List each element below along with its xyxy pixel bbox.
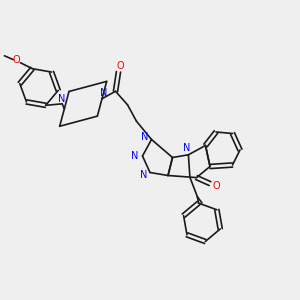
Text: N: N bbox=[100, 88, 107, 98]
Text: N: N bbox=[58, 94, 66, 104]
Text: O: O bbox=[212, 181, 220, 191]
Text: N: N bbox=[183, 143, 190, 153]
Text: N: N bbox=[140, 170, 147, 181]
Text: N: N bbox=[141, 132, 148, 142]
Text: N: N bbox=[131, 151, 139, 161]
Text: O: O bbox=[116, 61, 124, 71]
Text: O: O bbox=[12, 55, 20, 65]
